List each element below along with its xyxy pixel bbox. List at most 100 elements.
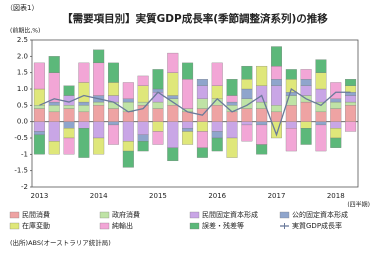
- x-tick-label: 2014: [90, 192, 108, 200]
- bar-segment: [345, 95, 357, 103]
- bar-segment: [137, 121, 149, 135]
- bar-segment: [48, 101, 60, 106]
- bar-segment: [48, 141, 60, 155]
- plot-frame: [31, 39, 359, 188]
- bar-segment: [167, 95, 179, 99]
- bar-segment: [241, 121, 253, 126]
- bar-segment: [137, 85, 149, 103]
- legend-label: 公的固定資本形成: [292, 210, 348, 219]
- bar-segment: [48, 111, 60, 122]
- bar-segment: [271, 121, 282, 139]
- bar-segment: [108, 62, 119, 83]
- bar-segment: [271, 105, 282, 113]
- bar-segment: [196, 79, 208, 86]
- bar-segment: [271, 65, 282, 80]
- bar-segment: [63, 108, 75, 122]
- y-tick-label: -0.5: [14, 134, 28, 142]
- bar-segment: [78, 111, 90, 122]
- bar-segment: [345, 101, 357, 106]
- bar-segment: [271, 79, 282, 86]
- bar-segment: [182, 128, 194, 132]
- bar-segment: [196, 121, 208, 132]
- x-unit: (四半期): [347, 201, 370, 209]
- bar-segment: [78, 101, 90, 106]
- legend-swatch: [279, 211, 290, 219]
- bar-segment: [152, 108, 164, 122]
- bar-segment: [33, 105, 45, 109]
- bar-segment: [241, 65, 253, 80]
- bar-segment: [285, 128, 297, 152]
- bar-segment: [211, 85, 223, 99]
- bar-segment: [330, 137, 342, 148]
- bar-segment: [78, 121, 90, 129]
- bar-segment: [78, 82, 90, 103]
- bar-segment: [285, 121, 297, 129]
- bar-segment: [330, 128, 342, 139]
- bar-segment: [226, 137, 238, 158]
- bar-segment: [256, 121, 268, 126]
- legend-swatch: [9, 211, 20, 219]
- y-tick-label: 1.0: [17, 85, 28, 93]
- bar-segment: [271, 111, 282, 122]
- bar-segment: [108, 108, 119, 122]
- bar-segment: [300, 121, 312, 129]
- bar-segment: [93, 62, 105, 96]
- bar-segment: [226, 95, 238, 103]
- bar-segment: [63, 105, 75, 109]
- bar-segment: [211, 62, 223, 86]
- bar-segment: [300, 79, 312, 86]
- bar-segment: [330, 82, 342, 99]
- bar-segment: [211, 105, 223, 122]
- bar-segment: [271, 46, 282, 67]
- bar-segment: [48, 56, 60, 73]
- bar-segment: [33, 134, 45, 155]
- chart-title: 【需要項目別】実質GDP成長率(季節調整済系列)の推移: [62, 12, 328, 25]
- bar-segment: [300, 128, 312, 145]
- legend-swatch: [99, 222, 110, 230]
- bar-segment: [108, 101, 119, 109]
- y-tick-label: -1.5: [14, 167, 28, 175]
- y-unit: (前期比,%): [10, 27, 40, 35]
- bar-segment: [33, 131, 45, 135]
- bar-segment: [167, 105, 179, 122]
- bar-segment: [33, 121, 45, 132]
- bar-segment: [196, 131, 208, 148]
- bar-segment: [256, 85, 268, 103]
- bar-segment: [152, 101, 164, 109]
- bar-segment: [108, 121, 119, 126]
- bar-segment: [300, 85, 312, 96]
- bar-segment: [48, 121, 60, 142]
- bar-segment: [78, 105, 90, 113]
- bar-segment: [211, 131, 223, 139]
- bar-segment: [330, 121, 342, 129]
- bar-segment: [271, 85, 282, 106]
- bar-segment: [152, 69, 164, 90]
- bar-segment: [93, 101, 105, 106]
- bar-segment: [137, 75, 149, 86]
- x-tick-label: 2018: [327, 192, 345, 200]
- bar-segment: [241, 124, 253, 142]
- bar-segment: [330, 98, 342, 103]
- bar-segment: [315, 88, 327, 103]
- bar-segment: [93, 121, 105, 139]
- bar-segment: [226, 121, 238, 139]
- legend-swatch: [189, 211, 200, 219]
- bar-segment: [167, 72, 179, 96]
- legend-label: 誤差・残差等: [202, 221, 244, 230]
- bar-segment: [137, 134, 149, 142]
- x-tick-label: 2015: [149, 192, 167, 200]
- bar-segment: [152, 121, 164, 132]
- bar-segment: [108, 124, 119, 145]
- bar-segment: [285, 92, 297, 96]
- bar-segment: [330, 108, 342, 122]
- y-tick-label: 0.0: [17, 118, 28, 126]
- bar-segment: [300, 101, 312, 122]
- bar-segment: [256, 108, 268, 122]
- y-tick-label: -1: [21, 150, 28, 158]
- bar-segment: [182, 121, 194, 129]
- legend-swatch: [99, 211, 110, 219]
- bar-segment: [122, 82, 134, 99]
- bar-segment: [196, 98, 208, 109]
- gdp-line: [39, 87, 351, 137]
